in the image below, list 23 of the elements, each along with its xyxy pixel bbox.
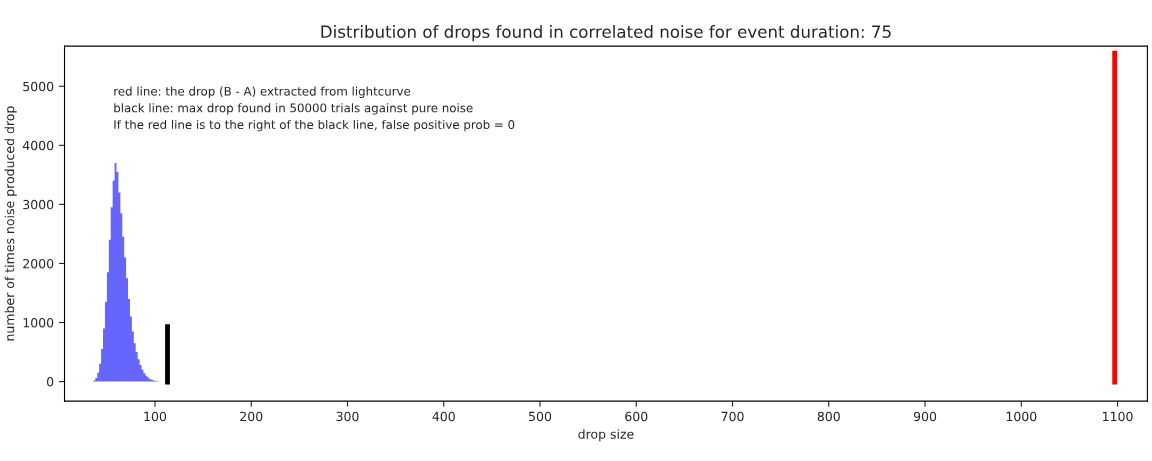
x-tick-label: 200 — [240, 411, 263, 422]
x-tick-label: 700 — [721, 411, 744, 422]
y-tick-label: 0 — [46, 377, 54, 387]
chart-title: Distribution of drops found in correlated noise for event duration: 75 — [321, 25, 891, 42]
annotation: If the red line is to the right of the black line, false positive prob = 0 — [114, 119, 515, 132]
x-tick-label: 600 — [625, 411, 648, 422]
y-tick-label: 4000 — [22, 140, 54, 151]
y-tick-label: 3000 — [23, 199, 54, 210]
annotation: black line: max drop found in 50000 trials against pure noise — [114, 103, 473, 115]
x-tick-label: 400 — [432, 411, 455, 422]
annotation: red line: the drop (B - A) extracted from lightcurve — [114, 86, 411, 98]
x-tick-label: 300 — [336, 411, 359, 422]
x-tick-label: 500 — [529, 411, 552, 422]
y-tick-label: 2000 — [23, 258, 54, 269]
x-tick-label: 100 — [144, 411, 167, 422]
x-tick-label: 900 — [913, 411, 937, 422]
y-axis-title: number of times noise produced drop — [4, 106, 17, 341]
x-tick-label: 800 — [817, 411, 840, 422]
x-tick-label: 1000 — [1006, 411, 1037, 422]
x-tick-label: 1100 — [1103, 411, 1133, 422]
y-tick-label: 1000 — [23, 317, 54, 328]
x-axis-title: drop size — [578, 429, 634, 442]
y-tick-label: 5000 — [23, 81, 54, 92]
